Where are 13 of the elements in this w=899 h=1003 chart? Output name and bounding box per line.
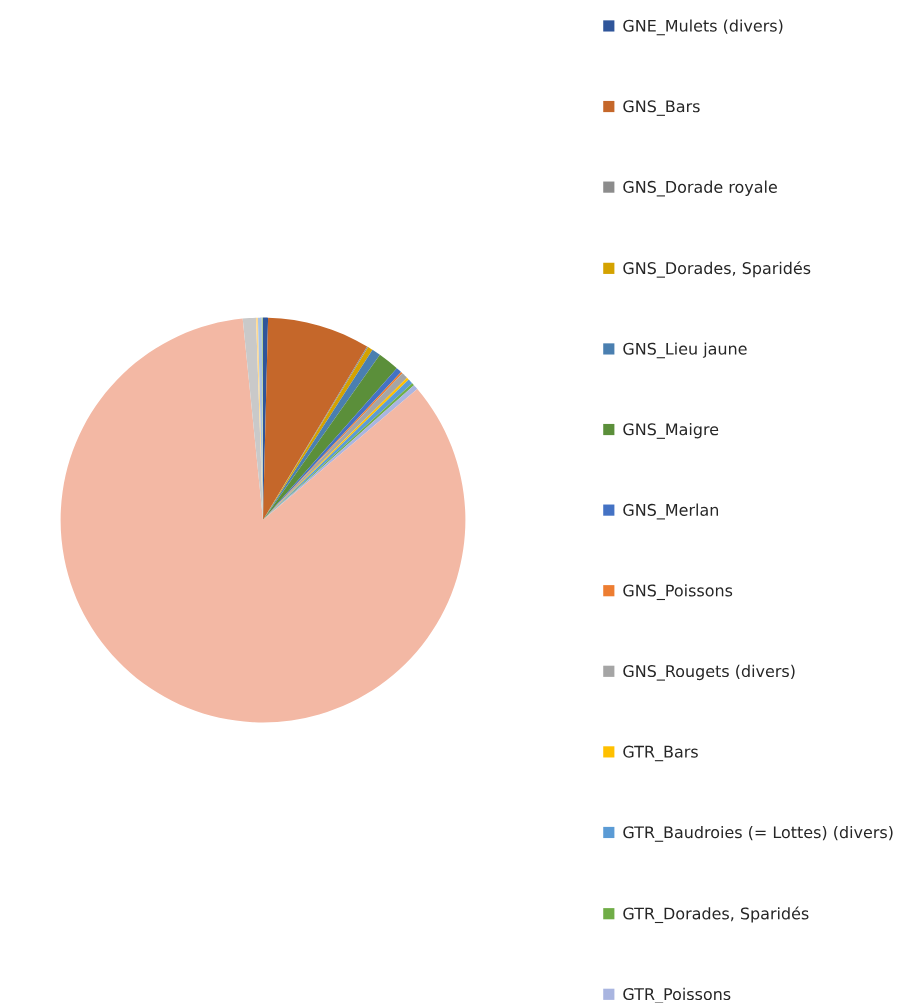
legend-label: GNS_Lieu jaune [623, 342, 747, 359]
legend-label: GNS_Dorades, Sparidés [623, 261, 811, 278]
legend-label: GNE_Mulets (divers) [623, 19, 783, 36]
legend-label: GTR_Poissons [623, 987, 731, 1003]
legend-label: GTR_Bars [623, 745, 698, 762]
legend-label: GNS_Rougets (divers) [623, 664, 795, 681]
legend-label: GNS_Poissons [623, 584, 733, 601]
legend-label: GNS_Maigre [623, 422, 719, 439]
legend-label: GNS_Bars [623, 100, 700, 116]
legend-label: GTR_Dorades, Sparidés [623, 906, 809, 924]
legend-label: GNS_Merlan [623, 503, 718, 520]
legend-label: GNS_Dorade royale [623, 180, 777, 197]
legend-label: GTR_Baudroies (= Lottes) (divers) [623, 825, 893, 842]
